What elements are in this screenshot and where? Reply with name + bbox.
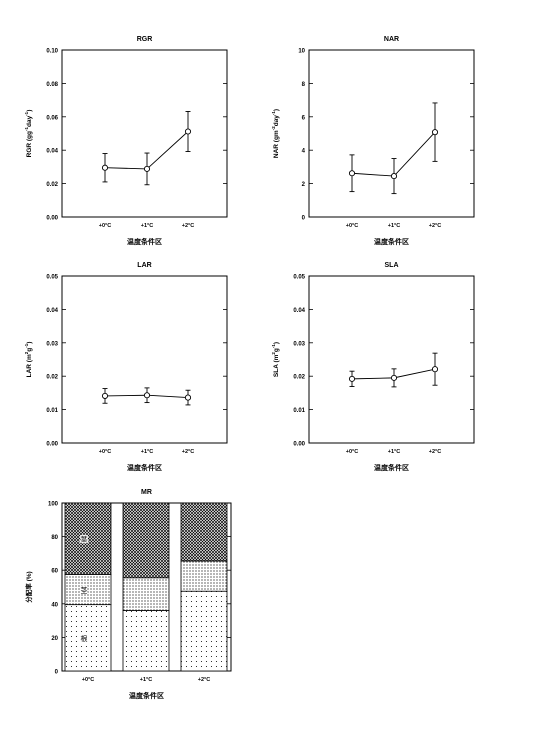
- data-point: [348, 170, 356, 177]
- x-tick-label: +0°C: [99, 223, 111, 229]
- y-tick-label: 0.01: [293, 408, 305, 414]
- y-tick-label: 0.00: [293, 442, 305, 448]
- y-axis-label: SLA (m2g-1): [271, 342, 280, 377]
- data-point: [184, 394, 192, 401]
- bar-segment-2: [180, 502, 228, 562]
- bar-segment-0: [180, 590, 228, 672]
- y-axis-label: RGR (gg-1day-1): [24, 110, 33, 158]
- chart-title: MR: [141, 489, 152, 496]
- data-point: [101, 392, 109, 399]
- y-tick-label: 0.08: [46, 82, 58, 88]
- x-axis-label: 温度条件区: [374, 237, 409, 246]
- y-tick-label: 0.10: [46, 49, 58, 55]
- segment-label: 葉: [81, 535, 88, 544]
- y-axis-label: 分配率 (%): [24, 571, 33, 602]
- x-tick-label: +1°C: [141, 223, 153, 229]
- data-point: [390, 173, 398, 180]
- data-point: [184, 128, 192, 135]
- bar-segment-2: [122, 502, 170, 579]
- y-tick-label: 40: [51, 602, 58, 608]
- y-tick-label: 0.02: [46, 182, 58, 188]
- chart-title: LAR: [137, 262, 151, 269]
- x-tick-label: +1°C: [141, 449, 153, 455]
- bar-segment-2: [64, 502, 112, 575]
- data-point: [431, 366, 439, 373]
- y-tick-label: 0.00: [46, 216, 58, 222]
- y-tick-label: 0.00: [46, 442, 58, 448]
- x-tick-label: +1°C: [388, 449, 400, 455]
- y-tick-label: 0: [55, 670, 59, 676]
- x-tick-label: +2°C: [182, 449, 194, 455]
- y-tick-label: 0.05: [293, 275, 305, 281]
- x-tick-label: +0°C: [346, 449, 358, 455]
- y-tick-label: 4: [302, 149, 306, 155]
- y-tick-label: 60: [51, 569, 58, 575]
- series-line: [104, 131, 189, 170]
- y-tick-label: 0.04: [293, 308, 305, 314]
- y-tick-label: 0.06: [46, 115, 58, 121]
- bar-segment-1: [180, 560, 228, 592]
- x-axis-label: 温度条件区: [129, 691, 164, 700]
- chart-title: NAR: [384, 36, 399, 43]
- data-point: [431, 129, 439, 136]
- chart-panel-mr: MR 0 20 40 60 80 100 +0°C +1°C +2°C 温度条件区 分配率 (%) 根 茎…: [24, 489, 232, 700]
- y-tick-label: 0.02: [46, 375, 58, 381]
- y-axis-label: LAR (m2g-1): [24, 342, 33, 378]
- segment-label: 根: [81, 634, 88, 643]
- chart-panel-nar: NAR 0 2 4 6 8 10 +0°C +1°C +2°C 温度条件区 NAR (gm-2day-…: [271, 36, 475, 246]
- bar-segment-1: [64, 574, 112, 606]
- data-point: [101, 164, 109, 171]
- plot-frame: [61, 49, 228, 218]
- x-tick-label: +0°C: [99, 449, 111, 455]
- chart-panel-rgr: RGR 0.00 0.02 0.04 0.06 0.08 0.10 +0°C +1°C +2°C 温…: [24, 36, 228, 246]
- y-tick-label: 80: [51, 535, 58, 541]
- x-axis-label: 温度条件区: [127, 463, 162, 472]
- y-tick-label: 0.03: [46, 341, 58, 347]
- x-tick-label: +0°C: [82, 677, 94, 683]
- x-tick-label: +2°C: [198, 677, 210, 683]
- plot-frame: [61, 275, 228, 444]
- x-tick-label: +2°C: [429, 449, 441, 455]
- y-tick-label: 0: [302, 216, 306, 222]
- data-point: [348, 375, 356, 382]
- chart-title: RGR: [137, 36, 153, 43]
- chart-panel-lar: LAR 0.00 0.01 0.02 0.03 0.04 0.05 +0°C +1°C +2°C 温…: [24, 262, 228, 472]
- y-axis-label: NAR (gm-2day-1): [271, 109, 280, 158]
- x-tick-label: +0°C: [346, 223, 358, 229]
- chart-title: SLA: [385, 262, 399, 269]
- x-axis-label: 温度条件区: [374, 463, 409, 472]
- data-point: [143, 392, 151, 399]
- y-tick-label: 0.02: [293, 375, 305, 381]
- y-tick-label: 0.01: [46, 408, 58, 414]
- y-tick-label: 0.04: [46, 149, 58, 155]
- y-tick-label: 8: [302, 82, 306, 88]
- bar-segment-0: [122, 610, 170, 672]
- x-tick-label: +2°C: [429, 223, 441, 229]
- bar-segment-1: [122, 577, 170, 611]
- y-tick-label: 6: [302, 115, 306, 121]
- y-tick-label: 100: [48, 502, 59, 508]
- x-tick-label: +2°C: [182, 223, 194, 229]
- plot-frame: [308, 275, 475, 444]
- y-tick-label: 0.04: [46, 308, 58, 314]
- bar-segment-0: [64, 604, 112, 672]
- y-tick-label: 10: [298, 49, 305, 55]
- y-tick-label: 2: [302, 182, 306, 188]
- x-tick-label: +1°C: [140, 677, 152, 683]
- y-tick-label: 0.05: [46, 275, 58, 281]
- y-tick-label: 20: [51, 636, 58, 642]
- chart-panel-sla: SLA 0.00 0.01 0.02 0.03 0.04 0.05 +0°C +1°C +2°C 温…: [271, 262, 475, 472]
- y-tick-label: 0.03: [293, 341, 305, 347]
- data-point: [143, 165, 151, 172]
- plot-frame: [308, 49, 475, 218]
- series-line: [351, 131, 436, 177]
- segment-label: 茎: [81, 586, 88, 595]
- x-axis-label: 温度条件区: [127, 237, 162, 246]
- x-tick-label: +1°C: [388, 223, 400, 229]
- data-point: [390, 374, 398, 381]
